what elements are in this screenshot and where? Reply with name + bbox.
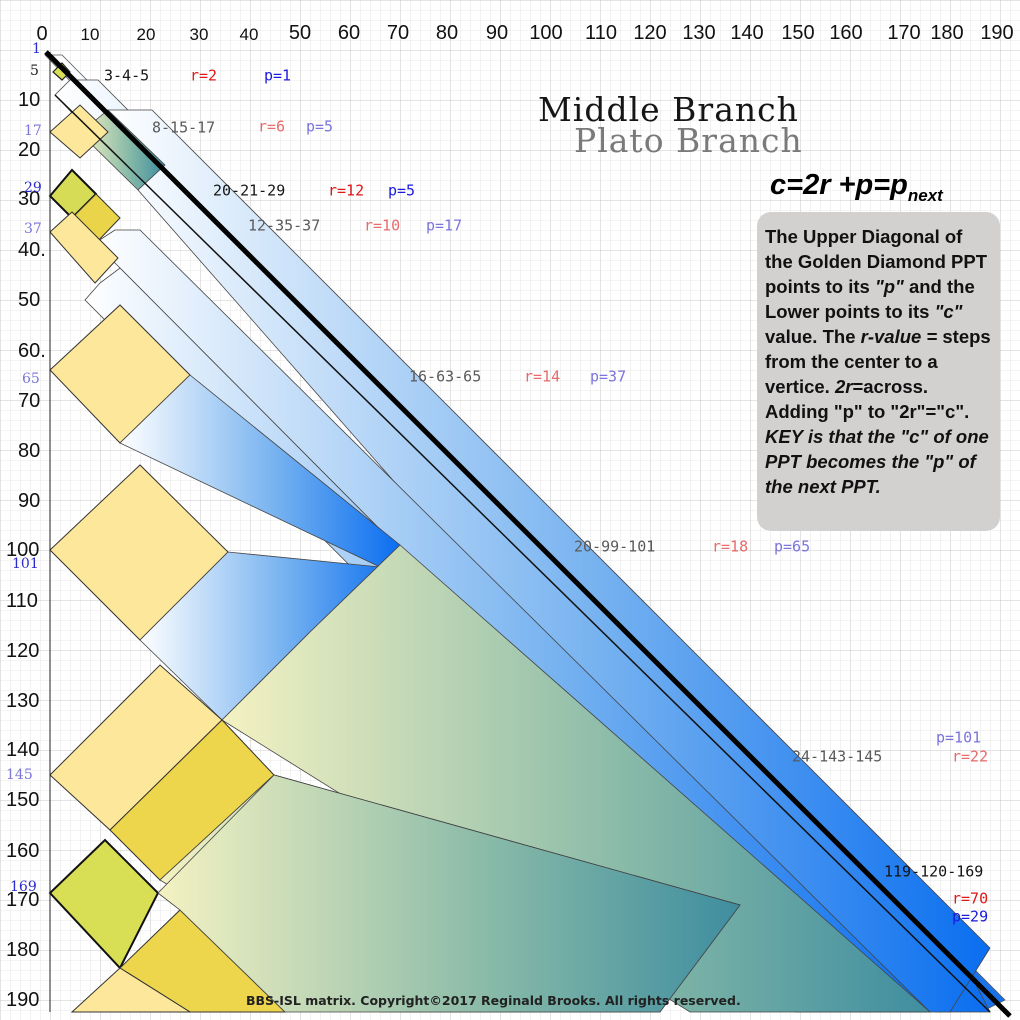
x-tick: 80 — [435, 22, 459, 44]
y-tick: 140 — [6, 739, 40, 761]
x-tick: 0 — [36, 23, 48, 45]
y-tick: 10 — [18, 89, 41, 111]
p-label: p=5 — [388, 181, 416, 200]
triple-label: 8-15-17 — [152, 118, 216, 137]
marker-65: 65 — [22, 371, 40, 387]
x-tick: 30 — [189, 25, 209, 44]
y-tick: 160 — [6, 840, 40, 862]
x-tick: 10 — [80, 25, 100, 44]
p-label: p=29 — [952, 907, 989, 926]
marker-37: 37 — [24, 221, 42, 237]
marker-101: 101 — [12, 556, 39, 572]
diamond-8-15-17 — [49, 104, 109, 159]
inner-diagonal — [54, 94, 991, 1013]
p-label: p=65 — [774, 537, 811, 556]
x-tick: 160 — [829, 22, 863, 44]
x-tick: 20 — [136, 25, 156, 44]
title-middle-branch: Middle Branch — [538, 90, 799, 129]
x-tick: 100 — [529, 22, 563, 44]
formula: c=2r +p=pnext — [770, 169, 943, 205]
x-tick: 190 — [980, 22, 1014, 44]
p-label: p=101 — [936, 728, 982, 747]
x-tick: 130 — [682, 22, 716, 44]
y-tick: 80 — [18, 440, 41, 462]
y-tick: 120 — [6, 640, 40, 662]
marker-29: 29 — [24, 180, 42, 196]
triple-label: 12-35-37 — [248, 216, 321, 235]
y-tick: 130 — [6, 690, 40, 712]
diamond-12-35-37 — [49, 211, 119, 284]
marker-5: 5 — [30, 63, 39, 79]
x-tick: 70 — [386, 22, 410, 44]
copyright: BBS-ISL matrix. Copyright©2017 Reginald … — [246, 993, 741, 1008]
r-label: r=10 — [364, 216, 401, 235]
y-tick: 60. — [18, 340, 46, 362]
x-tick: 170 — [887, 22, 921, 44]
r-label: r=12 — [328, 181, 365, 200]
r-label: r=2 — [190, 66, 218, 85]
x-tick: 120 — [633, 22, 667, 44]
y-tick: 170 — [6, 889, 40, 911]
x-tick: 50 — [288, 22, 312, 44]
explanation-box: The Upper Diagonal of the Golden Diamond… — [757, 212, 1000, 531]
y-tick: 70 — [18, 390, 41, 412]
r-label: r=22 — [952, 747, 989, 766]
y-tick: 190 — [6, 989, 40, 1011]
triple-label: 20-99-101 — [574, 537, 656, 556]
x-tick: 180 — [930, 22, 964, 44]
x-tick: 90 — [485, 22, 509, 44]
triple-label: 16-63-65 — [409, 367, 482, 386]
marker-17: 17 — [24, 123, 42, 139]
main-diagonal — [44, 50, 1012, 1018]
y-tick: 40. — [18, 239, 46, 261]
triple-label: 24-143-145 — [792, 747, 883, 766]
triple-label: 119-120-169 — [884, 862, 984, 881]
band-teal-bottom — [157, 774, 741, 1013]
p-label: p=1 — [264, 66, 292, 85]
y-tick: 180 — [6, 939, 40, 961]
x-tick: 60 — [337, 22, 361, 44]
diamond-bottom — [70, 967, 192, 1013]
y-tick: 110 — [6, 590, 38, 612]
y-tick: 30 — [18, 188, 41, 210]
triple-label: 20-21-29 — [213, 181, 286, 200]
p-label: p=5 — [306, 117, 334, 136]
marker-145: 145 — [6, 767, 33, 783]
r-label: r=14 — [524, 367, 561, 386]
x-tick: 110 — [585, 22, 617, 44]
r-label: r=18 — [712, 537, 749, 556]
y-tick: 100 — [6, 539, 40, 561]
r-label: r=6 — [258, 117, 286, 136]
y-tick: 150 — [6, 789, 40, 811]
marker-1: 1 — [32, 41, 41, 57]
y-tick: 20 — [18, 139, 41, 161]
r-label: r=70 — [952, 889, 989, 908]
x-tick: 40 — [239, 25, 259, 44]
x-tick: 140 — [730, 22, 764, 44]
y-tick: 90 — [18, 490, 41, 512]
marker-169: 169 — [10, 879, 37, 895]
p-label: p=17 — [426, 216, 463, 235]
p-label: p=37 — [590, 367, 627, 386]
x-tick: 150 — [781, 22, 815, 44]
y-tick: 50 — [18, 289, 41, 311]
title-plato-branch: Plato Branch — [574, 121, 803, 160]
triple-label: 3-4-5 — [104, 66, 150, 85]
